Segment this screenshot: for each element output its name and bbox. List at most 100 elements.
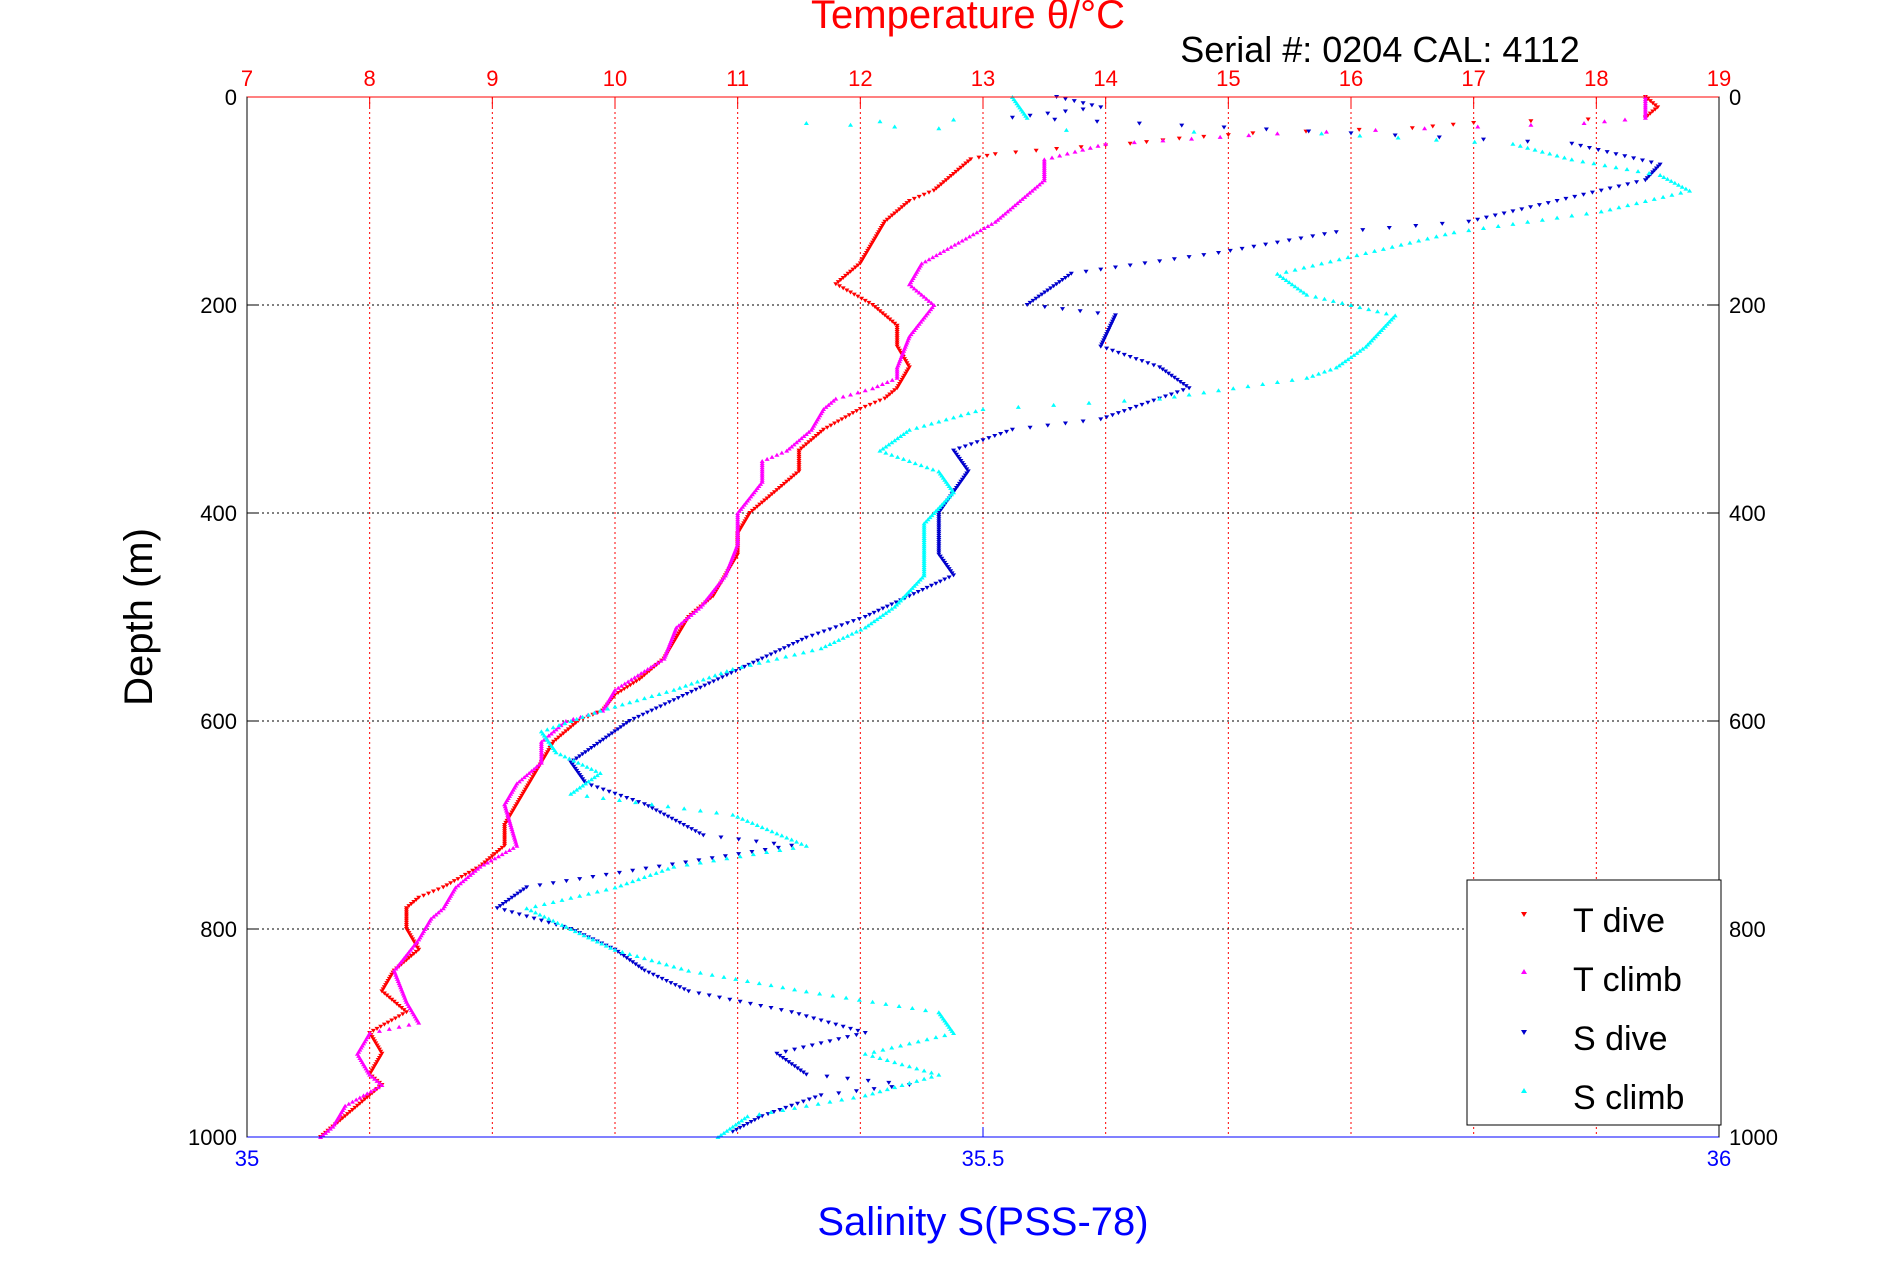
data-point (827, 1039, 833, 1044)
data-point (1532, 147, 1538, 152)
data-point (1322, 232, 1328, 237)
data-point (1333, 230, 1339, 235)
data-point (403, 924, 409, 929)
data-point (494, 850, 500, 855)
data-point (369, 1068, 375, 1073)
data-point (792, 1105, 798, 1110)
data-point (937, 554, 943, 559)
data-point (796, 452, 802, 457)
data-point (1525, 219, 1531, 224)
data-point (724, 669, 730, 674)
data-point (1569, 157, 1575, 162)
data-point (403, 912, 409, 917)
data-point (1160, 138, 1166, 143)
data-point (889, 606, 895, 611)
data-point (960, 163, 966, 168)
data-point (898, 434, 904, 439)
data-point (789, 1103, 795, 1108)
data-point (943, 563, 949, 567)
data-point (871, 1087, 877, 1092)
data-point (827, 642, 833, 647)
data-point (1642, 101, 1648, 106)
data-point (894, 342, 900, 347)
data-point (821, 427, 827, 432)
data-point (892, 1060, 898, 1065)
data-point (889, 452, 895, 457)
data-point (661, 812, 667, 817)
data-point (839, 623, 845, 628)
data-point (742, 519, 748, 524)
data-point (345, 1112, 351, 1117)
data-point (803, 1103, 809, 1108)
data-point (933, 581, 939, 586)
data-point (691, 610, 697, 615)
data-point (894, 369, 900, 374)
data-point (948, 174, 954, 179)
data-point (563, 729, 569, 734)
data-point (921, 1076, 927, 1081)
data-point (1323, 129, 1329, 134)
data-point (835, 280, 841, 285)
data-point (1373, 127, 1379, 132)
data-point (1436, 135, 1442, 140)
data-point (985, 223, 991, 228)
data-point (664, 962, 670, 967)
data-point (843, 995, 849, 1000)
data-point (895, 454, 901, 459)
data-point (791, 442, 797, 447)
data-point (899, 1062, 905, 1067)
data-point (914, 425, 920, 430)
data-point (883, 450, 889, 455)
data-point (843, 273, 849, 278)
data-point (936, 544, 942, 549)
data-point (909, 585, 915, 590)
data-point (1171, 394, 1177, 399)
data-point (380, 987, 386, 992)
data-point (516, 912, 522, 917)
data-point (1289, 377, 1295, 382)
data-point (743, 517, 749, 522)
data-point (862, 1051, 868, 1056)
data-point (786, 477, 792, 482)
data-point (942, 577, 948, 582)
data-point (507, 847, 513, 852)
data-point (730, 667, 736, 671)
data-point (1077, 309, 1083, 314)
data-point (1517, 143, 1523, 148)
data-point (1250, 131, 1256, 136)
data-point (550, 918, 556, 923)
data-point (959, 461, 965, 466)
data-point (550, 725, 556, 730)
data-point (1101, 338, 1107, 343)
data-point (1095, 311, 1101, 316)
data-point (565, 727, 571, 732)
data-point (727, 1126, 733, 1131)
data-point (639, 675, 645, 680)
data-point (735, 517, 741, 522)
data-point (641, 696, 647, 701)
data-point (1547, 151, 1553, 156)
data-point (686, 968, 692, 973)
data-point (848, 392, 854, 397)
data-point (632, 675, 638, 680)
data-point (948, 244, 954, 249)
series-s-climb (524, 95, 1693, 1139)
data-point (524, 885, 530, 890)
data-point (921, 525, 927, 530)
data-point (1052, 117, 1058, 122)
data-point (1094, 119, 1100, 124)
data-point (935, 506, 941, 511)
data-point (1041, 163, 1047, 168)
data-point (603, 887, 609, 892)
data-point (921, 521, 927, 526)
data-point (871, 238, 877, 243)
data-point (689, 827, 695, 832)
data-point (1015, 404, 1021, 409)
data-point (612, 704, 618, 709)
depth-tick-label-right: 800 (1729, 917, 1766, 942)
data-point (1348, 131, 1354, 136)
data-point (584, 764, 590, 769)
data-point (962, 473, 968, 478)
data-point (347, 1110, 353, 1115)
data-point (897, 207, 903, 212)
